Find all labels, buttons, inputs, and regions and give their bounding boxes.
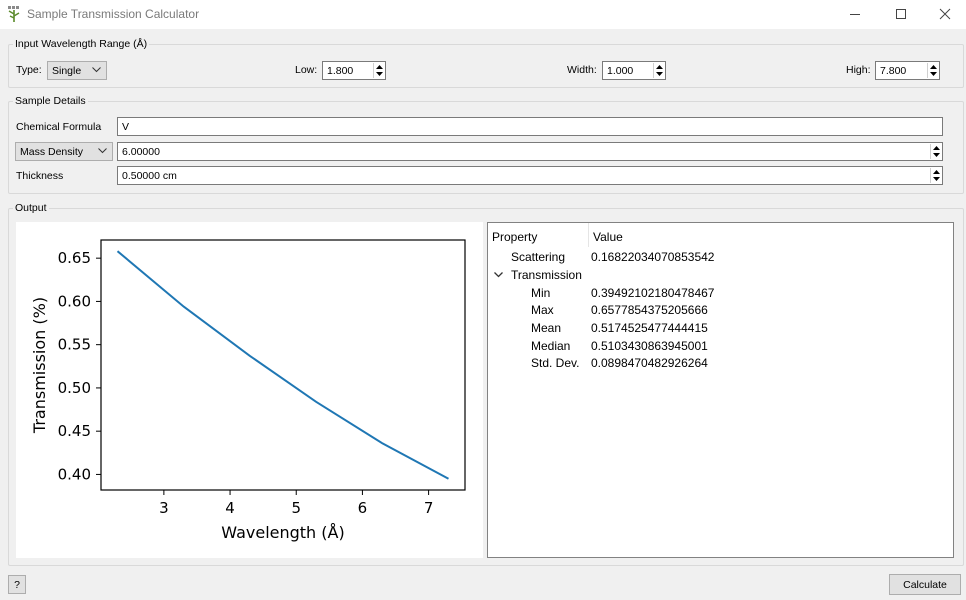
window-title: Sample Transmission Calculator — [27, 7, 200, 21]
scattering-value: 0.16822034070853542 — [591, 250, 715, 264]
spin-up-icon[interactable] — [376, 65, 383, 70]
std-dev-label: Std. Dev. — [531, 356, 580, 370]
close-button[interactable] — [922, 0, 966, 29]
title-bar: Sample Transmission Calculator — [0, 0, 966, 29]
std-dev-value: 0.0898470482926264 — [591, 356, 708, 370]
y-tick-label: 0.40 — [58, 465, 91, 483]
high-value: 7.800 — [880, 65, 907, 77]
x-tick-label: 7 — [424, 499, 434, 517]
header-divider — [588, 223, 589, 247]
chemical-formula-label: Chemical Formula — [16, 121, 102, 133]
x-tick-label: 5 — [291, 499, 301, 517]
spin-down-icon[interactable] — [933, 153, 940, 158]
high-spinbox[interactable]: 7.800 — [875, 61, 940, 80]
y-tick-label: 0.55 — [58, 336, 91, 354]
thickness-spin-buttons[interactable] — [930, 168, 941, 183]
transmission-series-line — [116, 250, 449, 480]
width-value: 1.000 — [607, 65, 634, 77]
sample-details-group — [8, 101, 964, 194]
wavelength-range-group-title: Input Wavelength Range (Å) — [13, 38, 150, 50]
transmission-plot: 3 4 5 6 7 0.40 0.45 0.50 0.55 0.60 0.65 Wavelengt… — [16, 222, 483, 558]
chevron-down-icon — [92, 67, 101, 73]
width-label: Width: — [567, 64, 597, 76]
low-value: 1.800 — [327, 65, 354, 77]
help-button[interactable]: ? — [8, 575, 26, 594]
mean-value: 0.5174525477444415 — [591, 321, 708, 335]
high-label: High: — [846, 64, 871, 76]
max-value: 0.6577854375205666 — [591, 303, 708, 317]
low-spinbox[interactable]: 1.800 — [322, 61, 386, 80]
width-spinbox[interactable]: 1.000 — [602, 61, 666, 80]
x-tick-label: 3 — [159, 499, 169, 517]
median-value: 0.5103430863945001 — [591, 339, 708, 353]
type-select[interactable]: Single — [47, 61, 107, 80]
header-property[interactable]: Property — [492, 230, 538, 244]
y-tick-label: 0.45 — [58, 422, 91, 440]
spin-down-icon[interactable] — [933, 177, 940, 182]
thickness-value: 0.50000 cm — [122, 170, 177, 182]
tree-header: Property Value — [488, 223, 953, 247]
density-type-select[interactable]: Mass Density — [15, 142, 113, 161]
app-icon — [8, 6, 20, 22]
density-spinbox[interactable]: 6.00000 — [117, 142, 943, 161]
spin-down-icon[interactable] — [376, 72, 383, 77]
maximize-button[interactable] — [878, 0, 924, 29]
x-tick-label: 6 — [358, 499, 368, 517]
spin-up-icon[interactable] — [933, 170, 940, 175]
spin-up-icon[interactable] — [930, 65, 937, 70]
output-group-title: Output — [13, 202, 49, 214]
y-axis-ticks: 0.40 0.45 0.50 0.55 0.60 0.65 — [58, 249, 101, 483]
minimize-icon — [850, 14, 860, 15]
chemical-formula-input[interactable]: V — [117, 117, 943, 136]
min-value: 0.39492102180478467 — [591, 286, 715, 300]
density-type-value: Mass Density — [20, 146, 84, 158]
property-tree[interactable]: Property Value Scattering 0.168220340708… — [487, 222, 954, 558]
max-label: Max — [531, 303, 554, 317]
x-tick-label: 4 — [225, 499, 235, 517]
mean-label: Mean — [531, 321, 562, 335]
chemical-formula-value: V — [122, 121, 130, 133]
spin-up-icon[interactable] — [656, 65, 663, 70]
median-label: Median — [531, 339, 571, 353]
spin-down-icon[interactable] — [930, 72, 937, 77]
sample-details-group-title: Sample Details — [13, 95, 88, 107]
density-spin-buttons[interactable] — [930, 144, 941, 159]
spin-down-icon[interactable] — [656, 72, 663, 77]
y-tick-label: 0.65 — [58, 249, 91, 267]
plot-frame — [100, 239, 466, 491]
thickness-spinbox[interactable]: 0.50000 cm — [117, 166, 943, 185]
y-tick-label: 0.60 — [58, 292, 91, 310]
transmission-label: Transmission — [511, 268, 582, 282]
transmission-chart: 3 4 5 6 7 0.40 0.45 0.50 0.55 0.60 0.65 Wavelengt… — [30, 239, 466, 542]
x-axis-label: Wavelength (Å) — [221, 523, 344, 542]
y-axis-label: Transmission (%) — [30, 297, 49, 434]
width-spin-buttons[interactable] — [653, 63, 664, 78]
min-label: Min — [531, 286, 551, 300]
type-select-value: Single — [52, 65, 82, 77]
calculate-button[interactable]: Calculate — [889, 574, 961, 595]
header-value[interactable]: Value — [593, 230, 623, 244]
low-label: Low: — [295, 64, 318, 76]
thickness-label: Thickness — [16, 170, 64, 182]
wavelength-range-group — [8, 44, 964, 88]
close-icon — [939, 8, 951, 20]
output-group — [8, 208, 964, 566]
x-axis-ticks: 3 4 5 6 7 — [159, 490, 433, 517]
y-tick-label: 0.50 — [58, 379, 91, 397]
scattering-label: Scattering — [511, 250, 566, 264]
high-spin-buttons[interactable] — [927, 63, 938, 78]
maximize-icon — [896, 9, 906, 19]
spin-up-icon[interactable] — [933, 146, 940, 151]
expand-chevron-icon[interactable] — [494, 272, 503, 278]
low-spin-buttons[interactable] — [373, 63, 384, 78]
minimize-button[interactable] — [832, 0, 878, 29]
type-label: Type: — [16, 64, 42, 76]
density-value: 6.00000 — [122, 146, 160, 158]
chevron-down-icon — [98, 148, 107, 154]
